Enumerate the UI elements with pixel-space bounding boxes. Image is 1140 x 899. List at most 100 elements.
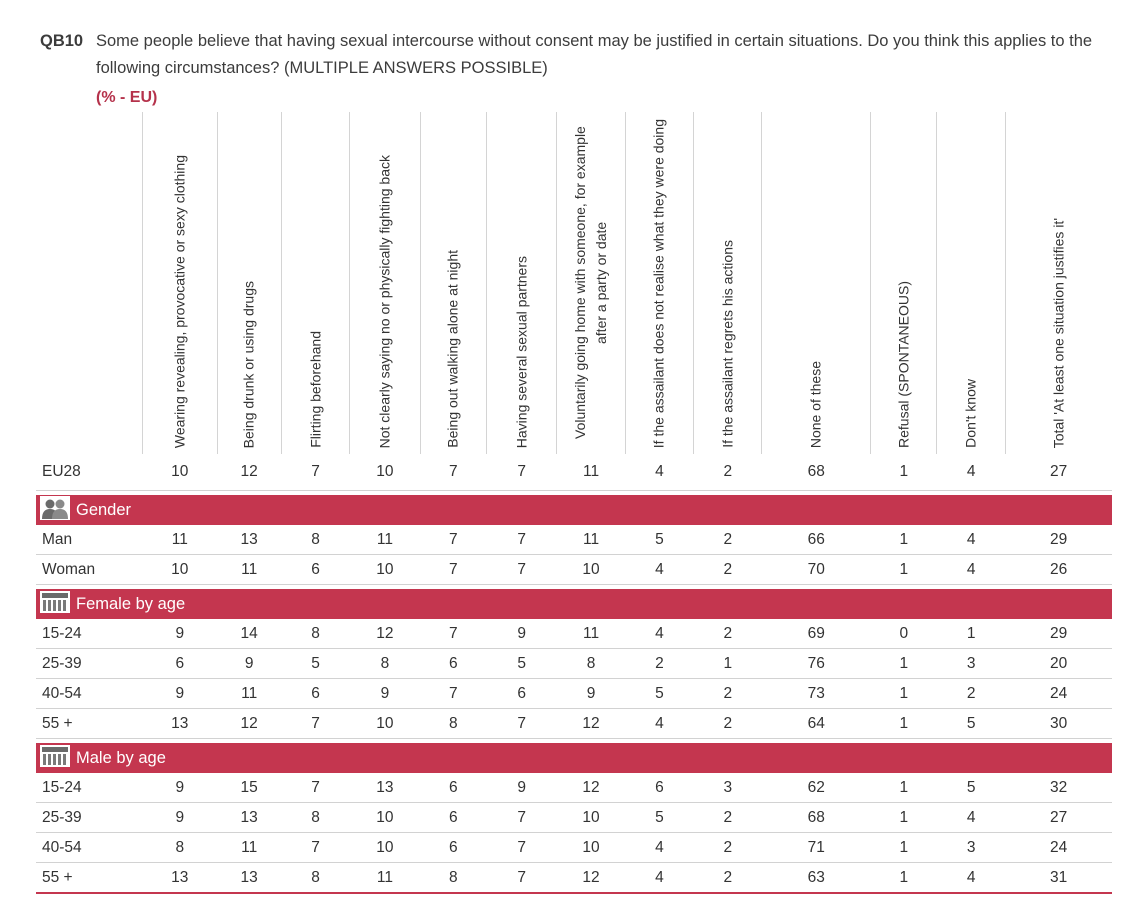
table-cell: 4	[625, 862, 694, 894]
table-cell: 4	[625, 454, 694, 491]
table-cell: 31	[1005, 862, 1112, 894]
table-cell: 2	[693, 802, 762, 833]
table-cell: 4	[936, 454, 1006, 491]
table-row: 25-39 9 13 8 10 6 7 10 5 2 68 1 4 27	[36, 802, 1112, 833]
table-cell: 8	[142, 832, 217, 863]
table-cell: 9	[142, 773, 217, 803]
table-cell: 62	[761, 773, 871, 803]
table-cell: 11	[349, 862, 421, 894]
column-header: Flirting beforehand	[280, 112, 350, 454]
table-cell: 10	[349, 454, 421, 491]
row-label: 25-39	[36, 802, 143, 833]
table-cell: 8	[556, 648, 626, 679]
people-icon	[40, 495, 70, 525]
table-row: 25-39 6 9 5 8 6 5 8 2 1 76 1 3 20	[36, 648, 1112, 679]
table-cell: 6	[281, 554, 350, 585]
column-header: None of these	[761, 112, 871, 454]
table-cell: 11	[217, 554, 282, 585]
table-cell: 1	[870, 525, 937, 555]
table-cell: 12	[217, 454, 282, 491]
table-cell: 11	[556, 525, 626, 555]
table-cell: 8	[281, 862, 350, 894]
table-row: 15-24 9 14 8 12 7 9 11 4 2 69 0 1 29	[36, 619, 1112, 649]
table-cell: 32	[1005, 773, 1112, 803]
table-cell: 6	[625, 773, 694, 803]
table-cell: 8	[281, 802, 350, 833]
table-cell: 3	[693, 773, 762, 803]
table-cell: 5	[281, 648, 350, 679]
table-cell: 2	[693, 832, 762, 863]
section-header: Male by age	[36, 743, 1112, 773]
table-cell: 24	[1005, 678, 1112, 709]
table-cell: 7	[486, 708, 557, 739]
table-cell: 2	[693, 708, 762, 739]
table-cell: 6	[420, 773, 487, 803]
table-cell: 13	[349, 773, 421, 803]
table-cell: 4	[625, 619, 694, 649]
column-header: Refusal (SPONTANEOUS)	[870, 112, 937, 454]
table-cell: 4	[936, 554, 1006, 585]
table-cell: 12	[556, 773, 626, 803]
row-label: 40-54	[36, 678, 143, 709]
row-label: 40-54	[36, 832, 143, 863]
table-cell: 1	[870, 862, 937, 894]
table-cell: 30	[1005, 708, 1112, 739]
table-cell: 13	[217, 862, 282, 894]
table-cell: 10	[556, 554, 626, 585]
column-header-label: Refusal (SPONTANEOUS)	[895, 281, 912, 448]
table-cell: 4	[625, 708, 694, 739]
table-cell: 4	[936, 802, 1006, 833]
column-header: Voluntarily going home with someone, for…	[556, 112, 626, 454]
table-cell: 10	[556, 832, 626, 863]
table-cell: 10	[349, 708, 421, 739]
table-cell: 12	[349, 619, 421, 649]
table-cell: 12	[556, 708, 626, 739]
table-cell: 9	[349, 678, 421, 709]
table-cell: 10	[349, 832, 421, 863]
table-cell: 7	[281, 832, 350, 863]
table-cell: 2	[693, 862, 762, 894]
table-cell: 6	[486, 678, 557, 709]
column-header-label: Total 'At least one situation justifies …	[1050, 217, 1067, 448]
table-cell: 71	[761, 832, 871, 863]
table-cell: 10	[142, 454, 217, 491]
table-cell: 5	[936, 773, 1006, 803]
table-cell: 2	[693, 678, 762, 709]
table-cell: 63	[761, 862, 871, 894]
table-cell: 7	[420, 554, 487, 585]
section-title: Female by age	[76, 594, 186, 613]
table-cell: 10	[349, 802, 421, 833]
column-header: Don't know	[936, 112, 1006, 454]
table-cell: 7	[281, 454, 350, 491]
table-cell: 24	[1005, 832, 1112, 863]
column-header: Total 'At least one situation justifies …	[1004, 112, 1112, 454]
row-label: 25-39	[36, 648, 143, 679]
header-row: Wearing revealing, provocative or sexy c…	[36, 112, 1112, 454]
column-header-label: Having several sexual partners	[513, 255, 530, 448]
table-cell: 3	[936, 648, 1006, 679]
table-row: 55 +13 12 7 10 8 7 12 4 2 64 1 5 30	[36, 708, 1112, 739]
section-header: Gender	[36, 495, 1112, 525]
table-cell: 11	[217, 832, 282, 863]
table-cell: 68	[761, 454, 871, 491]
table-cell: 9	[142, 619, 217, 649]
table-cell: 70	[761, 554, 871, 585]
table-cell: 1	[936, 619, 1006, 649]
column-header: Being drunk or using drugs	[216, 112, 282, 454]
table-cell: 26	[1005, 554, 1112, 585]
table-cell: 9	[142, 678, 217, 709]
table-cell: 11	[349, 525, 421, 555]
table-cell: 8	[420, 862, 487, 894]
table-cell: 13	[217, 802, 282, 833]
table-cell: 6	[142, 648, 217, 679]
table-cell: 7	[486, 454, 557, 491]
table-cell: 1	[870, 554, 937, 585]
column-header: Wearing revealing, provocative or sexy c…	[142, 112, 217, 454]
table-cell: 9	[486, 619, 557, 649]
table-cell: 10	[349, 554, 421, 585]
table-cell: 11	[556, 454, 626, 491]
table-cell: 1	[870, 802, 937, 833]
calendar-icon	[40, 590, 70, 618]
table-cell: 20	[1005, 648, 1112, 679]
